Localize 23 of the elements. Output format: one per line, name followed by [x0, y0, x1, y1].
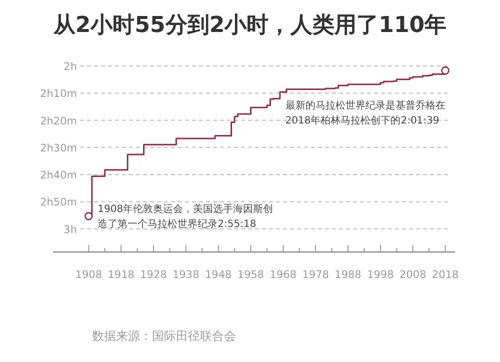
x-tick-label: 1948 [204, 269, 232, 281]
y-tick-label: 2h40m [40, 170, 77, 182]
x-tick-label: 2008 [399, 269, 426, 281]
x-tick-label: 1938 [172, 269, 200, 281]
x-tick-label: 1988 [334, 269, 362, 281]
x-tick-label: 1918 [108, 269, 134, 281]
x-tick-label: 1998 [367, 269, 394, 281]
source-note: 数据来源：国际田径联合会 [92, 329, 236, 343]
y-tick-label: 2h [64, 61, 77, 73]
x-tick-label: 1968 [270, 269, 297, 281]
x-tick-label: 1978 [302, 269, 329, 281]
annotation: 最新的马拉松世界纪录是基普乔格在2018年柏林马拉松创下的2:01:39 [285, 100, 446, 127]
x-tick-label: 1958 [237, 269, 264, 281]
y-tick-label: 3h [64, 224, 77, 236]
y-tick-label: 2h10m [40, 88, 77, 100]
y-tick-label: 2h50m [40, 196, 77, 209]
chart-title: 从2小时55分到2小时，人类用了110年 [52, 13, 447, 38]
x-tick-label: 2018 [432, 269, 459, 281]
x-tick-label: 1908 [75, 269, 102, 281]
annotation: 1908年伦敦奥运会，美国选手海因斯创造了第一个马拉松世界纪录2:55:18 [98, 203, 274, 230]
y-tick-label: 2h30m [40, 142, 77, 154]
x-tick-label: 1928 [140, 269, 167, 281]
y-tick-label: 2h20m [40, 115, 77, 128]
